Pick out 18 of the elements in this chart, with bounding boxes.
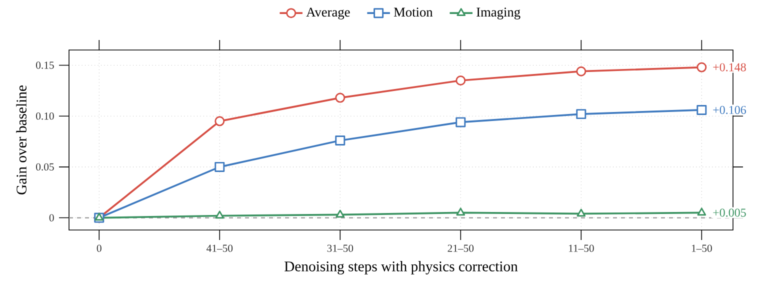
x-tick-label: 31–50: [327, 244, 354, 252]
y-tick-label: 0.10: [36, 112, 54, 120]
annotation: +0.106: [713, 106, 746, 114]
annotation: +0.005: [713, 208, 746, 217]
x-tick-label: 41–50: [206, 244, 233, 252]
x-tick-label: 21–50: [448, 244, 474, 252]
x-axis-title: Denoising steps with physics correction: [284, 261, 518, 274]
x-tick-label: 1–50: [692, 244, 712, 252]
y-tick-label: 0: [49, 214, 54, 222]
annotation: +0.148: [713, 63, 746, 72]
x-tick-label: 11–50: [568, 244, 594, 252]
x-tick-label: 0: [96, 244, 102, 252]
y-axis-title: Gain over baseline: [16, 86, 26, 194]
legend-label: Average: [306, 8, 350, 20]
y-tick-label: 0.05: [36, 163, 54, 171]
y-tick-label: 0.15: [36, 62, 54, 69]
legend-label: Motion: [394, 8, 433, 17]
legend-label: Imaging: [476, 8, 520, 20]
